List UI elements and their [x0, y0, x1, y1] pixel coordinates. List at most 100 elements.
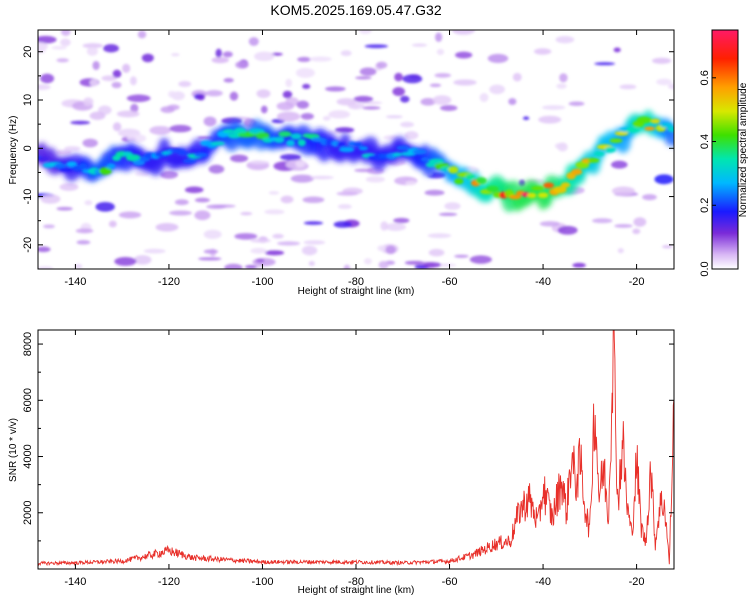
ridge-core-blob [604, 146, 616, 153]
spectrogram-x-axis-label: Height of straight line (km) [298, 286, 415, 297]
noise-speckle [290, 174, 314, 183]
noise-speckle [208, 164, 225, 174]
noise-speckle [282, 90, 293, 99]
noise-speckle [336, 191, 359, 196]
noise-speckle [92, 60, 100, 71]
noise-speckle [451, 30, 476, 35]
noise-speckle [255, 258, 265, 263]
ridge-core-blob [508, 194, 522, 200]
ridge-core-blob [593, 151, 605, 157]
noise-speckle [434, 73, 452, 78]
noise-speckle [112, 69, 122, 78]
colorbar-tick-label: 0.4 [699, 134, 711, 149]
noise-speckle [114, 257, 137, 266]
noise-speckle [89, 79, 99, 87]
noise-speckle [196, 93, 205, 101]
y-tick-label: 20 [22, 46, 34, 58]
ridge-core-blob [412, 148, 427, 155]
noise-speckle [295, 160, 305, 168]
noise-speckle [594, 62, 616, 66]
noise-speckle [83, 97, 94, 107]
ridge-core-blob [486, 185, 499, 193]
noise-speckle [300, 112, 314, 120]
noise-speckle [432, 95, 452, 105]
noise-speckle [38, 246, 51, 253]
noise-speckle [240, 212, 253, 216]
ridge-core-blob [667, 126, 674, 132]
x-tick-label: -80 [348, 276, 364, 288]
noise-speckle [276, 111, 301, 122]
x-tick-label: -120 [158, 576, 180, 588]
noise-speckle [435, 32, 443, 42]
noise-speckle [422, 262, 442, 268]
ridge-core-blob [54, 162, 67, 169]
noise-speckle [310, 175, 334, 180]
colorbar-axis: 0.0 0.2 0.4 0.6 [699, 70, 716, 277]
x-tick-label: -140 [64, 276, 86, 288]
noise-speckle [438, 212, 458, 216]
noise-speckle [309, 56, 332, 62]
ridge-core-blob [644, 126, 656, 131]
noise-speckle [469, 255, 492, 264]
noise-speckle [383, 135, 399, 140]
noise-speckle [137, 30, 147, 39]
noise-speckle [130, 103, 139, 113]
ridge-core-blob [286, 139, 295, 147]
noise-speckle [611, 160, 628, 169]
snr-series-line [38, 330, 674, 567]
noise-speckle [336, 98, 357, 106]
ridge-core-blob [112, 155, 121, 162]
y-tick-label: 2000 [22, 501, 34, 525]
noise-speckle [76, 240, 91, 245]
noise-speckle [122, 63, 131, 73]
noise-speckle [661, 245, 673, 249]
ridge-core-blob [78, 163, 88, 170]
noise-speckle [143, 248, 166, 254]
noise-speckle [487, 53, 509, 63]
ridge-core-blob [448, 166, 459, 174]
noise-speckle [203, 229, 222, 240]
noise-speckle [617, 248, 624, 254]
noise-speckle [353, 95, 374, 103]
ridge-core-blob [614, 131, 629, 136]
noise-speckle [400, 95, 410, 103]
noise-speckle [256, 89, 271, 99]
noise-speckle [538, 115, 562, 124]
noise-speckle [86, 47, 98, 56]
x-tick-label: -80 [348, 576, 364, 588]
x-tick-label: -60 [442, 276, 458, 288]
noise-speckle [404, 260, 424, 265]
noise-speckle [89, 111, 106, 120]
noise-speckle [248, 37, 259, 46]
ridge-core-blob [210, 141, 225, 146]
noise-speckle [334, 127, 355, 133]
y-tick-label: 4000 [22, 444, 34, 468]
ridge-core-blob [278, 131, 292, 138]
y-tick-label: 6000 [22, 388, 34, 412]
noise-speckle [169, 210, 192, 216]
noise-speckle [229, 91, 239, 101]
noise-speckle [295, 67, 315, 78]
noise-speckle [613, 47, 621, 53]
noise-speckle [38, 48, 46, 54]
noise-speckle [364, 44, 389, 49]
noise-speckle [223, 78, 234, 83]
snr-x-axis-label: Height of straight line (km) [298, 585, 415, 596]
noise-speckle [541, 105, 566, 110]
snr-y-axis: 2000 4000 6000 8000 [22, 332, 674, 542]
noise-speckle [533, 48, 552, 55]
noise-speckle [427, 233, 452, 239]
noise-speckle [611, 186, 636, 196]
noise-speckle [362, 106, 381, 110]
colorbar-label: Normalized spectral amplitude [738, 82, 749, 217]
noise-speckle [354, 168, 374, 173]
noise-speckle [328, 110, 351, 119]
noise-speckle [539, 221, 560, 227]
colorbar: 0.0 0.2 0.4 0.6 Normalized spectral amplitu… [699, 29, 749, 277]
x-tick-label: -60 [442, 576, 458, 588]
noise-speckle [343, 264, 351, 269]
noise-speckle [126, 94, 151, 102]
snr-panel: -140 -120 -100 -80 -60 -40 -20 2000 4000 6000 800… [8, 329, 675, 596]
noise-speckle [444, 202, 461, 210]
x-tick-label: -20 [629, 276, 645, 288]
